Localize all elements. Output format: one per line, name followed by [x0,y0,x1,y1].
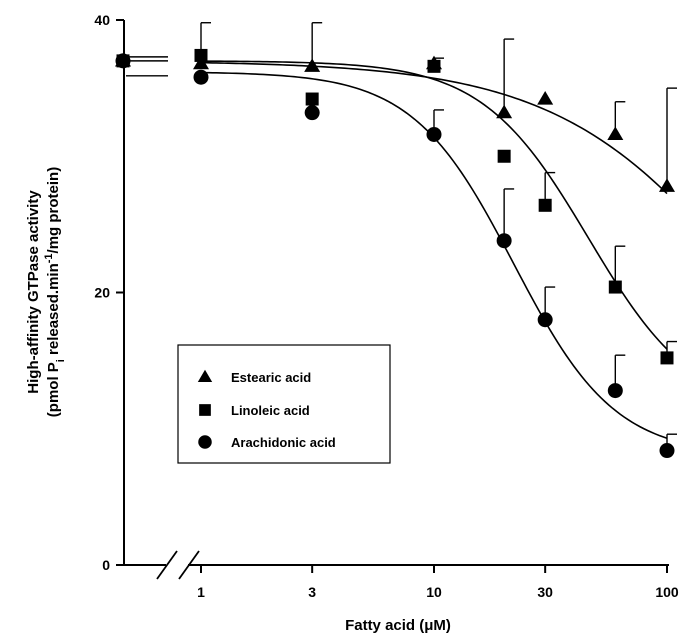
y-label-part-2: released.min [45,263,62,359]
legend-box [177,344,391,464]
fit-curve-estearic-acid [200,61,668,195]
point-estearic-acid-4 [537,91,554,105]
y-tick-label-40: 40 [94,12,110,28]
point-estearic-acid-0 [193,55,209,70]
point-estearic-acid-1 [304,58,321,72]
axis-break-mark-2 [178,550,200,580]
y-axis-label: High-affinity GTPase activity (pmol Pi r… [25,167,67,417]
point-arachidonic-acid-0 [193,69,209,85]
point-arachidonic-acid-1 [304,105,320,121]
legend-label-estearic-acid: Estearic acid [231,370,311,385]
legend-label-arachidonic-acid: Arachidonic acid [231,435,336,450]
y-label-part-0: (pmol P [45,362,62,417]
y-label-part-4: /mg protein) [45,167,62,254]
y-axis-label-line1: High-affinity GTPase activity [25,190,42,394]
point-linoleic-acid-3 [497,149,511,163]
point-estearic-acid-5 [607,126,624,141]
axis-break-mark-1 [156,550,178,580]
fit-curve-linoleic-acid [200,60,668,350]
point-arachidonic-acid-2 [426,126,442,142]
legend-label-linoleic-acid: Linoleic acid [231,403,310,418]
x-tick-label-100: 100 [655,584,679,600]
point-arachidonic-acid-6 [659,443,675,459]
data-points [115,48,675,459]
x-tick-label-10: 10 [426,584,442,600]
x-tick-label-30: 30 [537,584,553,600]
y-label-superscript: -1 [43,253,55,263]
point-linoleic-acid-6 [660,351,674,365]
legend-marker-linoleic-acid [199,404,211,416]
point-estearic-acid-3 [496,104,513,119]
point-arachidonic-acid-3 [496,233,512,249]
legend-marker-estearic-acid [197,369,213,383]
point-linoleic-acid-1 [305,92,319,106]
point-linoleic-acid-0 [194,48,208,62]
point-arachidonic-acid-4 [537,312,553,328]
point-linoleic-acid-5 [608,280,622,294]
y-tick-label-20: 20 [94,285,110,301]
y-tick-label-0: 0 [102,557,110,573]
y-axis-label-line2: (pmol Pi released.min-1/mg protein) [43,167,67,417]
point-arachidonic-acid-5 [607,383,623,399]
point-linoleic-acid-2 [427,59,441,73]
x-tick-label-3: 3 [308,584,316,600]
legend: Estearic acid Linoleic acid Arachidonic ac… [177,344,391,464]
y-label-subscript: i [55,359,67,362]
x-axis-label: Fatty acid (μM) [345,617,451,634]
x-tick-label-1: 1 [197,584,205,600]
point-arachidonic-acid-control [115,53,131,69]
point-estearic-acid-6 [659,178,675,192]
point-linoleic-acid-4 [538,198,552,212]
axes: 0 20 40 1 3 10 30 100 [94,12,678,600]
legend-marker-arachidonic-acid [198,435,212,449]
